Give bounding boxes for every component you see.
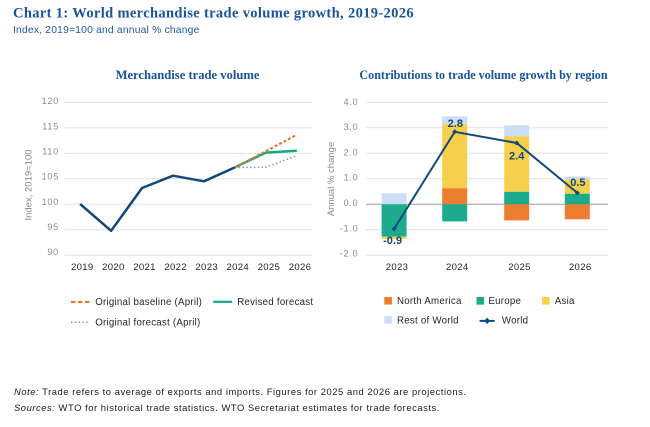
svg-text:World: World — [502, 315, 528, 326]
svg-text:0.5: 0.5 — [570, 177, 585, 189]
svg-text:110: 110 — [42, 147, 59, 157]
svg-text:100: 100 — [42, 197, 59, 207]
svg-text:Original baseline (April): Original baseline (April) — [95, 297, 202, 308]
svg-text:Note: Trade refers to average: Note: Trade refers to average of exports… — [14, 386, 467, 397]
svg-text:2026: 2026 — [569, 262, 592, 273]
svg-text:Europe: Europe — [488, 296, 521, 307]
svg-text:-2.0: -2.0 — [340, 249, 359, 259]
svg-text:105: 105 — [42, 172, 59, 182]
svg-text:Rest of World: Rest of World — [397, 315, 459, 326]
svg-text:2.8: 2.8 — [448, 118, 463, 130]
svg-text:2026: 2026 — [289, 262, 312, 273]
svg-text:2024: 2024 — [227, 262, 250, 273]
svg-text:Contributions to trade volume: Contributions to trade volume growth by … — [359, 68, 607, 82]
svg-text:Asia: Asia — [555, 296, 575, 307]
svg-text:2025: 2025 — [258, 262, 281, 273]
svg-text:2024: 2024 — [446, 262, 469, 273]
svg-text:-1.0: -1.0 — [340, 223, 359, 233]
svg-text:1.0: 1.0 — [344, 173, 359, 183]
svg-text:3.0: 3.0 — [344, 122, 359, 132]
svg-text:115: 115 — [42, 121, 59, 131]
svg-text:Sources: WTO for historical tr: Sources: WTO for historical trade statis… — [14, 402, 440, 413]
svg-text:120: 120 — [42, 96, 59, 106]
svg-text:4.0: 4.0 — [344, 97, 359, 107]
svg-text:-0.9: -0.9 — [383, 235, 402, 247]
svg-text:Index, 2019=100: Index, 2019=100 — [24, 149, 35, 220]
svg-text:Chart 1: World merchandise tra: Chart 1: World merchandise trade volume … — [13, 6, 414, 22]
svg-text:2021: 2021 — [133, 262, 156, 273]
svg-text:North America: North America — [397, 296, 462, 307]
svg-text:2023: 2023 — [386, 262, 409, 273]
svg-text:2.0: 2.0 — [344, 147, 359, 157]
svg-text:2025: 2025 — [508, 262, 531, 273]
svg-text:Annual % change: Annual % change — [326, 142, 337, 216]
svg-text:Merchandise trade volume: Merchandise trade volume — [116, 68, 260, 82]
svg-text:0.0: 0.0 — [344, 198, 359, 208]
svg-text:90: 90 — [47, 247, 59, 257]
svg-text:2022: 2022 — [164, 262, 187, 273]
svg-text:Index, 2019=100 and annual % c: Index, 2019=100 and annual % change — [13, 25, 200, 36]
svg-text:2023: 2023 — [195, 262, 218, 273]
svg-text:Revised forecast: Revised forecast — [237, 297, 313, 308]
svg-text:Original forecast (April): Original forecast (April) — [95, 318, 200, 329]
svg-text:2020: 2020 — [102, 262, 125, 273]
svg-text:95: 95 — [47, 222, 59, 232]
svg-text:2019: 2019 — [71, 262, 94, 273]
svg-text:2.4: 2.4 — [509, 151, 525, 163]
